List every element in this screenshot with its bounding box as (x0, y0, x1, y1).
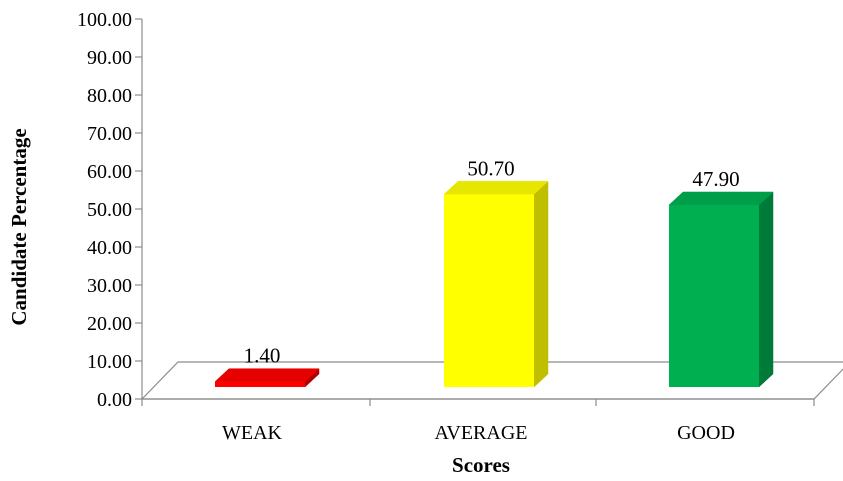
y-tick-label: 60.00 (87, 161, 132, 183)
bar-front-face (444, 194, 534, 387)
bar-good (668, 191, 774, 388)
y-tick-label: 70.00 (87, 123, 132, 145)
bar-top-face (214, 368, 320, 382)
y-tick-label: 20.00 (87, 313, 132, 335)
bar-side-face (758, 191, 774, 388)
bars (214, 180, 774, 388)
bar-weak (214, 368, 320, 388)
y-tick-label: 80.00 (87, 85, 132, 107)
x-tick-label: WEAK (222, 422, 283, 444)
y-tick-label: 50.00 (87, 199, 132, 221)
bar-top-face (443, 181, 549, 195)
bar-front-face (215, 381, 305, 387)
bar-top-face (668, 191, 774, 206)
x-tick-label: GOOD (677, 422, 735, 444)
bar-side-face (533, 180, 549, 388)
y-tick-label: 0.00 (97, 389, 132, 411)
labels: 1.40 WEAK 50.70 AVERAGE 47.90 GOOD (222, 156, 740, 444)
x-axis-title: Scores (452, 453, 510, 477)
x-tick-label: AVERAGE (435, 422, 528, 444)
y-tick-label: 10.00 (87, 351, 132, 373)
y-tick-label: 40.00 (87, 237, 132, 259)
data-label: 1.40 (244, 344, 281, 368)
data-label: 50.70 (467, 156, 514, 180)
data-label: 47.90 (692, 167, 739, 191)
axes: 0.00 10.00 20.00 30.00 40.00 50.00 60.00 70.00 8… (77, 9, 815, 411)
y-tick-label: 100.00 (77, 9, 132, 31)
y-axis-title: Candidate Percentage (7, 128, 31, 325)
bar-front-face (669, 204, 759, 387)
y-tick-label: 30.00 (87, 275, 132, 297)
bar-average (443, 180, 549, 388)
y-tick-label: 90.00 (87, 47, 132, 69)
